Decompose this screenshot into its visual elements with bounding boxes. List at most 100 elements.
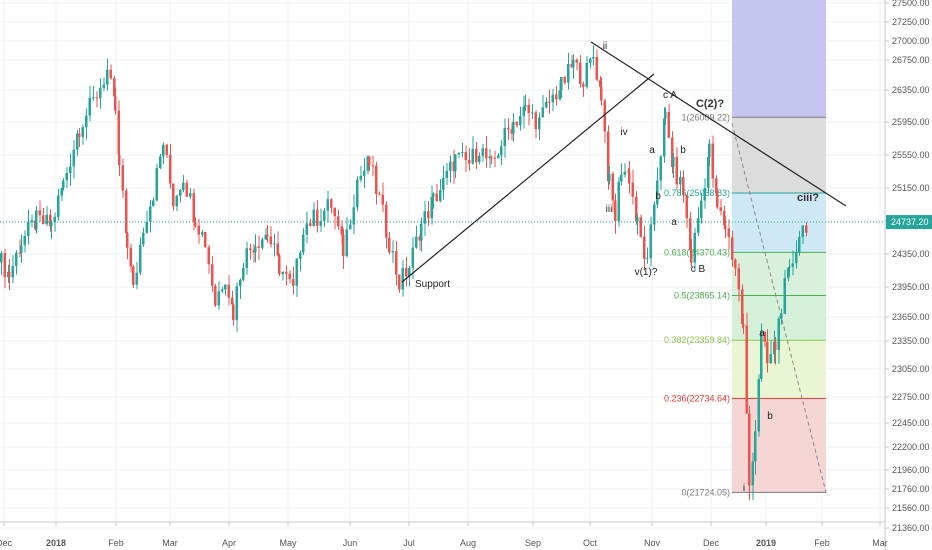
candle-body: [11, 265, 14, 278]
candle-body: [309, 223, 312, 227]
candle-body: [352, 207, 355, 225]
candle-body: [211, 264, 214, 286]
candle-body: [607, 131, 610, 182]
candle-body: [627, 171, 630, 173]
candle-body: [485, 148, 488, 159]
candle-body: [285, 271, 288, 274]
candle-body: [715, 178, 718, 194]
candle-body: [278, 255, 281, 275]
candle-body: [189, 193, 192, 197]
candle-body: [570, 63, 573, 68]
y-tick-label: 25550.00: [892, 150, 930, 160]
candle-body: [524, 104, 527, 107]
x-tick-label: Feb: [814, 538, 830, 548]
candle-body: [162, 144, 165, 157]
candle-body: [266, 234, 269, 237]
candle-body: [693, 232, 696, 263]
candle-body: [349, 224, 352, 230]
candle-body: [503, 127, 506, 147]
candle-body: [38, 210, 41, 216]
candle-body: [42, 215, 45, 225]
candle-body: [663, 118, 666, 157]
candle-body: [464, 151, 467, 161]
fib-zone: [732, 398, 826, 493]
candle-body: [734, 259, 737, 269]
candle-body: [411, 247, 414, 268]
candle-body: [445, 170, 448, 178]
candle-body: [643, 236, 646, 259]
candle-body: [563, 77, 566, 83]
candle-body: [471, 148, 474, 164]
candle-body: [385, 204, 388, 238]
x-tick-label: May: [279, 538, 297, 548]
candle-body: [689, 218, 692, 251]
candle-body: [323, 210, 326, 221]
candle-body: [791, 263, 794, 267]
wave-label: C(2)?: [696, 98, 724, 110]
candle-body: [754, 431, 757, 462]
candle-body: [646, 258, 649, 260]
candle-body: [30, 220, 33, 222]
wave-label: a: [671, 217, 677, 228]
candle-body: [53, 216, 56, 223]
candle-body: [8, 271, 11, 278]
x-tick-label: Sep: [525, 538, 541, 548]
candle-body: [742, 324, 745, 326]
candle-body: [135, 272, 138, 285]
candle-body: [192, 193, 195, 223]
candle-body: [488, 156, 491, 159]
candle-body: [245, 248, 248, 268]
x-tick-label: Dec: [703, 538, 720, 548]
wave-label: ii: [603, 41, 607, 52]
candle-body: [121, 165, 124, 191]
candle-body: [703, 187, 706, 201]
candle-body: [20, 245, 23, 253]
candle-body: [454, 154, 457, 172]
candle-body: [337, 216, 340, 227]
candle-body: [737, 268, 740, 290]
candle-body: [330, 199, 333, 208]
candle-body: [582, 83, 585, 87]
candle-body: [639, 217, 642, 237]
candle-body: [551, 94, 554, 103]
fib-zone-top: [732, 0, 826, 118]
candle-body: [340, 226, 343, 235]
candle-body: [560, 77, 563, 91]
candle-body: [221, 289, 224, 292]
y-tick-label: 23350.00: [892, 336, 930, 346]
trendlines: [0, 41, 885, 283]
candle-body: [653, 204, 656, 225]
candle-body: [118, 154, 121, 166]
candle-body: [281, 271, 284, 275]
candle-body: [398, 274, 401, 290]
x-tick-label: Aug: [460, 538, 476, 548]
candle-body: [273, 243, 276, 245]
candle-body: [333, 207, 336, 217]
candle-body: [242, 267, 245, 280]
candle-body: [708, 143, 711, 158]
candle-body: [500, 146, 503, 156]
candle-body: [457, 152, 460, 155]
x-tick-label: 2018: [46, 538, 66, 548]
candle-body: [239, 279, 242, 287]
y-tick-label: 27250.00: [892, 17, 930, 27]
candle-body: [510, 129, 513, 134]
candle-body: [664, 111, 667, 119]
candle-body: [269, 236, 272, 245]
candle-body: [423, 211, 426, 224]
support-trendline: [401, 73, 655, 283]
candle-body: [142, 232, 145, 245]
candle-body: [751, 461, 754, 486]
candle-body: [635, 196, 638, 222]
candle-body: [405, 267, 408, 277]
candle-body: [675, 156, 678, 185]
candle-body: [439, 190, 442, 202]
candle-body: [359, 175, 362, 180]
x-tick-label: Dec: [0, 538, 12, 548]
y-tick-label: 21360.00: [892, 523, 930, 533]
candle-body: [522, 106, 525, 116]
candle-body: [805, 225, 808, 233]
fib-zone: [732, 193, 826, 253]
